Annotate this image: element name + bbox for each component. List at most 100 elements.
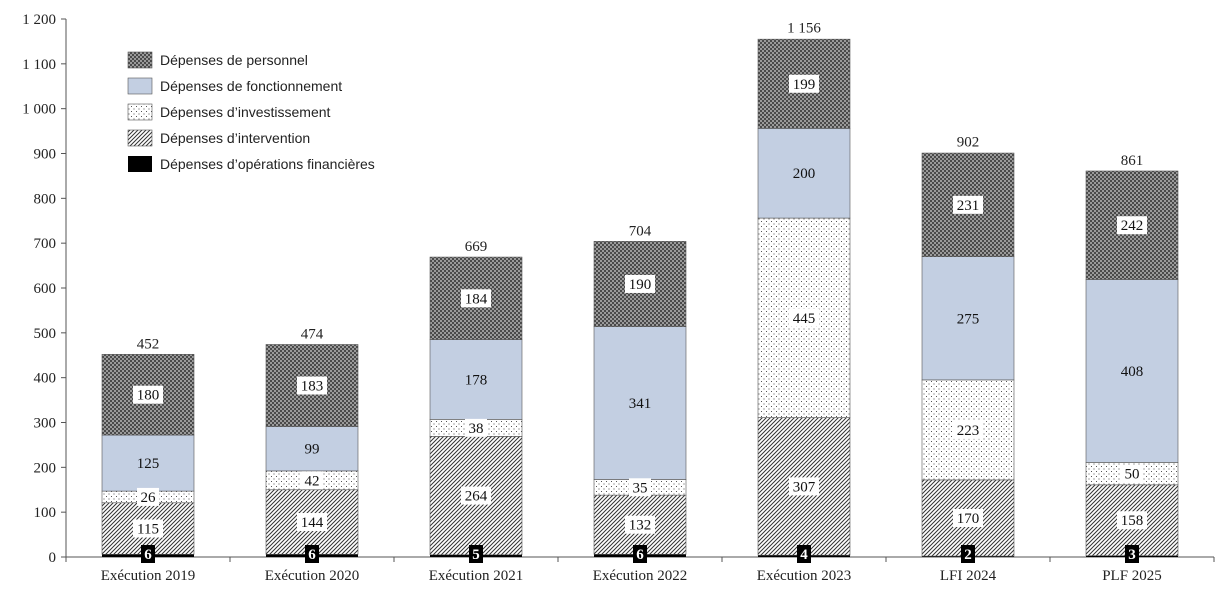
y-tick-label: 1 100 [22, 57, 56, 73]
total-label: 902 [957, 135, 980, 151]
x-tick-label: LFI 2024 [940, 568, 997, 584]
data-label: 183 [301, 379, 324, 395]
bar-segment-light-blue [429, 339, 523, 420]
data-label: 275 [957, 311, 980, 327]
data-label-box [133, 385, 163, 404]
y-tick-label: 700 [34, 236, 57, 252]
legend-label: Dépenses d’investissement [160, 104, 331, 120]
data-label-box [953, 195, 983, 214]
y-tick-label: 400 [34, 371, 57, 387]
data-label: 132 [629, 518, 652, 534]
data-label: 341 [629, 396, 652, 412]
x-tick-label: PLF 2025 [1102, 568, 1162, 584]
total-label: 474 [301, 326, 324, 342]
total-label: 1 156 [787, 21, 821, 37]
total-label: 861 [1121, 153, 1144, 169]
legend-label: Dépenses d’opérations financières [160, 156, 375, 172]
data-label: 231 [957, 198, 980, 214]
data-label: 200 [793, 166, 816, 182]
legend-item: Dépenses d’opérations financières [128, 156, 375, 172]
legend-swatch [127, 103, 153, 121]
data-label: 4 [800, 547, 808, 563]
y-tick-label: 1 000 [22, 102, 56, 118]
bar-stack: 6 144 42 99 183 474 Exécution 2020 [265, 326, 360, 584]
data-label: 115 [137, 522, 159, 538]
data-label-box [297, 376, 327, 395]
legend-swatch [127, 51, 153, 69]
data-label-box [1117, 511, 1147, 530]
x-tick-label: Exécution 2023 [757, 568, 852, 584]
data-label-box [461, 289, 491, 308]
bar-segment-light-blue [1085, 279, 1179, 463]
data-label: 178 [465, 372, 488, 388]
data-label-box [301, 471, 323, 490]
y-tick-label: 100 [34, 505, 57, 521]
y-tick-label: 900 [34, 147, 57, 163]
bar-stack: 4 307 445 200 199 1 156 Exécution 2023 [757, 21, 852, 584]
data-label-box [789, 308, 819, 327]
legend-item: Dépenses de personnel [127, 51, 308, 69]
data-label: 6 [636, 547, 644, 563]
legend-item: Dépenses d’investissement [127, 103, 331, 121]
legend: Dépenses de personnel Dépenses de fonctio… [127, 51, 375, 172]
data-label-box [953, 508, 983, 527]
bar-segment-dark-checker [593, 241, 687, 327]
y-tick-label: 500 [34, 326, 57, 342]
data-label: 144 [301, 515, 324, 531]
data-label: 264 [465, 489, 488, 505]
data-label-box [625, 274, 655, 293]
x-tick-label: Exécution 2019 [101, 568, 196, 584]
data-label: 5 [472, 547, 480, 563]
data-label: 42 [305, 473, 320, 489]
data-label-box [633, 545, 647, 563]
data-label: 307 [793, 479, 816, 495]
data-label: 190 [629, 277, 652, 293]
legend-item: Dépenses de fonctionnement [127, 77, 342, 95]
y-tick-label: 800 [34, 191, 57, 207]
data-label-box [137, 487, 159, 506]
data-label-box [953, 420, 983, 439]
data-label: 35 [633, 480, 648, 496]
data-label: 199 [793, 77, 816, 93]
data-label: 408 [1121, 364, 1144, 380]
legend-label: Dépenses de personnel [160, 52, 308, 68]
legend-label: Dépenses de fonctionnement [160, 78, 342, 94]
legend-label: Dépenses d’intervention [160, 130, 310, 146]
data-label-box [305, 545, 319, 563]
bar-segment-diagonal-hatch [921, 479, 1015, 557]
data-label: 50 [1125, 467, 1140, 483]
legend-swatch [127, 77, 153, 95]
data-label: 38 [469, 421, 484, 437]
data-label-box [141, 545, 155, 563]
data-label: 242 [1121, 218, 1144, 234]
data-label-box [133, 519, 163, 538]
data-label-box [1117, 216, 1147, 235]
data-label-box [469, 545, 483, 563]
data-label: 445 [793, 311, 816, 327]
total-label: 452 [137, 336, 160, 352]
data-label-box [629, 478, 651, 497]
data-label-box [1125, 545, 1139, 563]
bar-segment-light-blue [593, 326, 687, 480]
data-label-box [461, 486, 491, 505]
legend-swatch [128, 156, 152, 172]
data-label: 26 [141, 490, 157, 506]
axes: 0 100 200 300 400 500 600 700 800 900 1 000 1 100 1 … [22, 12, 1215, 566]
data-label-box [297, 513, 327, 532]
data-label-box [961, 545, 975, 563]
bar-segment-light-blue [757, 128, 851, 219]
legend-item: Dépenses d’intervention [127, 129, 310, 147]
data-label: 158 [1121, 513, 1144, 529]
y-tick-label: 0 [49, 550, 57, 566]
data-label-box [465, 418, 487, 437]
bar-stack: 5 264 38 178 184 669 Exécution 2021 [429, 239, 524, 584]
x-tick-label: Exécution 2021 [429, 568, 524, 584]
data-label-box [789, 74, 819, 93]
data-label: 3 [1128, 547, 1136, 563]
data-label: 6 [308, 547, 316, 563]
data-label: 125 [137, 456, 160, 472]
data-label: 223 [957, 423, 980, 439]
data-label-box [797, 545, 811, 563]
